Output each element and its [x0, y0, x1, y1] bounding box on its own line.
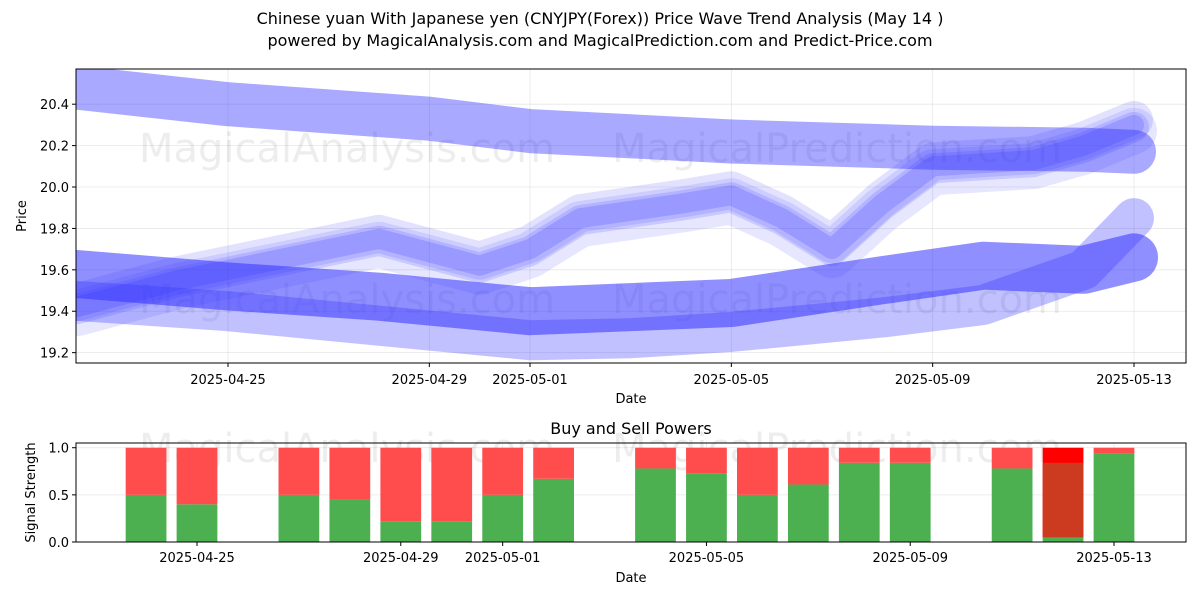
y-tick-label: 0.0: [48, 536, 69, 551]
watermark: MagicalAnalysis.com: [139, 126, 555, 172]
wave-upper-band: [76, 69, 1156, 174]
buy-bar: [787, 484, 829, 542]
sell-bar: [482, 447, 524, 495]
wave-middle-wave: [76, 114, 1144, 318]
sell-bar-overlap: [1042, 462, 1084, 538]
subplot-title: Buy and Sell Powers: [550, 419, 712, 438]
y-tick-label: 19.2: [40, 347, 69, 362]
buy-bar: [278, 494, 320, 542]
x-tick-label: 2025-05-01: [492, 373, 568, 388]
buy-bar: [635, 468, 676, 542]
buy-bar: [329, 499, 371, 542]
x-tick-label: 2025-04-25: [159, 551, 235, 566]
buy-bar: [380, 521, 422, 542]
buy-bar: [176, 504, 218, 542]
axes-frame: [75, 442, 1187, 543]
sell-bar: [125, 447, 167, 495]
sell-bar: [991, 447, 1033, 469]
sell-bar: [278, 447, 320, 495]
x-tick-label: 2025-05-01: [465, 551, 541, 566]
x-tick-label: 2025-04-29: [363, 551, 439, 566]
axes-frame: [75, 68, 1187, 364]
wave-middle-wave: [76, 100, 1153, 322]
sell-bar: [533, 447, 574, 479]
x-tick-label: 2025-05-09: [895, 373, 971, 388]
buy-bar: [737, 494, 778, 542]
y-tick-label: 1.0: [48, 442, 69, 457]
buy-bar: [533, 478, 574, 542]
buy-bar: [125, 494, 167, 542]
x-tick-label: 2025-05-09: [872, 551, 948, 566]
sell-bar: [1093, 447, 1135, 454]
wave-middle-wave: [76, 107, 1157, 337]
y-tick-label: 19.4: [40, 305, 69, 320]
chart-subtitle: powered by MagicalAnalysis.com and Magic…: [267, 31, 933, 50]
x-tick-label: 2025-05-13: [1076, 551, 1152, 566]
sell-bar: [737, 447, 778, 495]
y-axis-label: Signal Strength: [24, 442, 39, 542]
wave-lower-band-light: [76, 198, 1154, 361]
buy-bar: [838, 462, 880, 542]
x-tick-label: 2025-04-25: [190, 373, 266, 388]
buy-bar: [686, 473, 727, 542]
sell-bar: [686, 447, 727, 474]
buy-bar: [1093, 453, 1135, 542]
y-tick-label: 19.8: [40, 222, 69, 237]
x-tick-label: 2025-05-05: [669, 551, 745, 566]
sell-bar: [380, 447, 422, 522]
y-tick-label: 19.6: [40, 264, 69, 279]
y-tick-label: 0.5: [48, 489, 69, 504]
buy-bar: [1042, 537, 1084, 542]
wave-middle-wave: [76, 111, 1149, 325]
y-tick-label: 20.0: [40, 181, 69, 196]
y-tick-label: 20.4: [40, 98, 69, 113]
buy-bar: [889, 462, 931, 542]
sell-bar: [431, 447, 473, 522]
x-tick-label: 2025-05-13: [1096, 373, 1172, 388]
sell-bar: [787, 447, 829, 485]
watermark: MagicalPrediction.com: [612, 126, 1062, 172]
plot-area: [76, 69, 1158, 361]
x-axis-label: Date: [615, 571, 646, 586]
x-tick-label: 2025-05-05: [694, 373, 770, 388]
sell-bar: [329, 447, 371, 500]
sell-bar: [838, 447, 880, 463]
sell-bar: [635, 447, 676, 469]
sell-bar: [889, 447, 931, 463]
buy-bar: [431, 521, 473, 542]
x-tick-label: 2025-04-29: [392, 373, 468, 388]
chart-title: Chinese yuan With Japanese yen (CNYJPY(F…: [256, 9, 944, 28]
sell-bar: [176, 447, 218, 505]
y-axis-label: Price: [15, 200, 30, 232]
wave-lower-band-dark: [76, 233, 1158, 336]
price-wave-chart: MagicalAnalysis.com MagicalPrediction.com…: [15, 68, 1187, 407]
y-tick-label: 20.2: [40, 140, 69, 155]
x-axis-label: Date: [615, 392, 646, 407]
buy-bar: [482, 494, 524, 542]
buy-sell-chart: MagicalAnalysis.comMagicalPrediction.com…: [24, 419, 1187, 586]
buy-bar: [991, 468, 1033, 542]
